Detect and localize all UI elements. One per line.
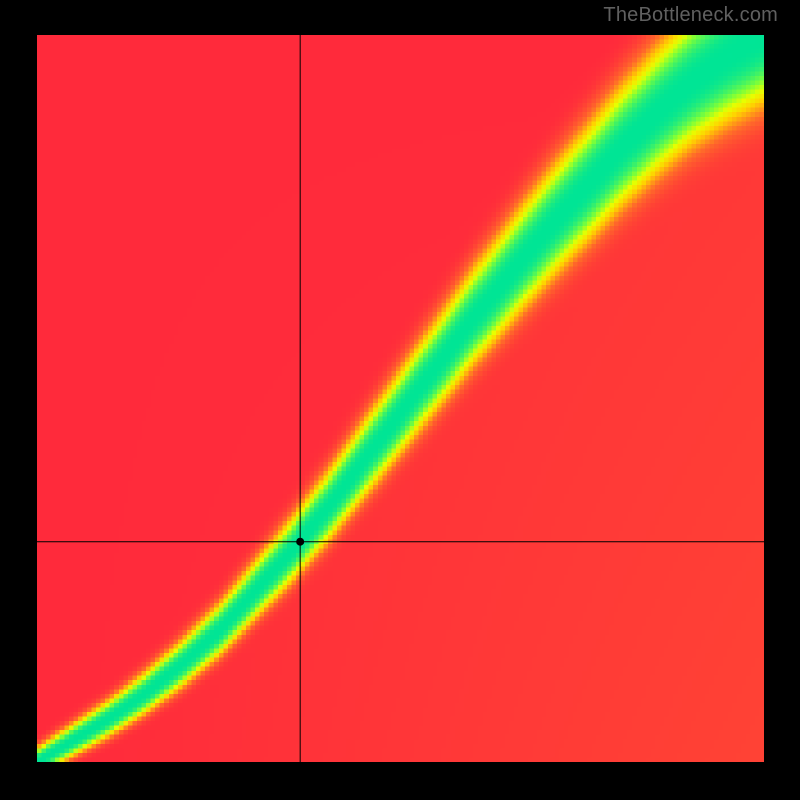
attribution-watermark: TheBottleneck.com [603, 4, 778, 27]
figure-root: TheBottleneck.com [0, 0, 800, 800]
bottleneck-heatmap [37, 35, 764, 762]
